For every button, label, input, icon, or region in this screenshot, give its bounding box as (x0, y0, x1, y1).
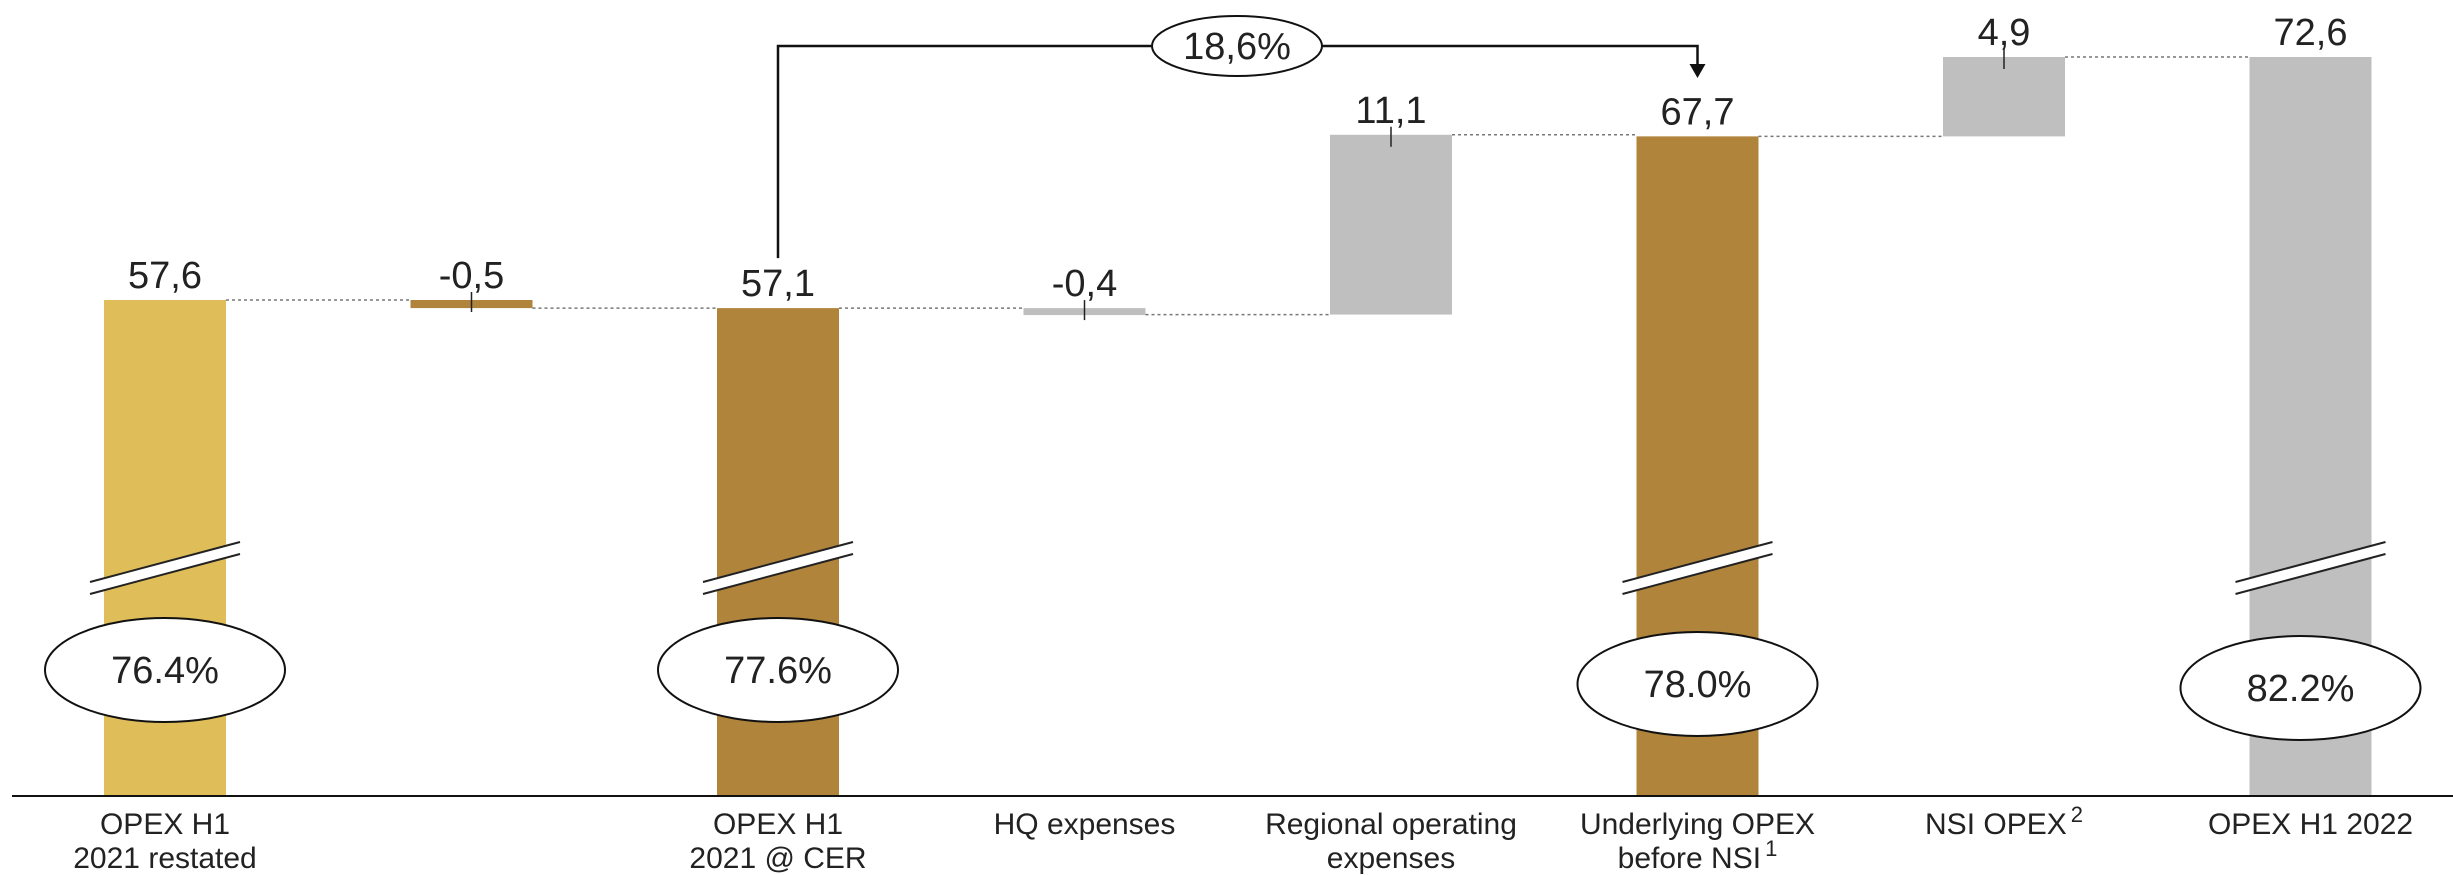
value-label: 57,6 (128, 255, 202, 297)
bar (1330, 134, 1452, 315)
category-label: OPEX H1 2021 @ CER (689, 808, 866, 875)
axis-break-line (89, 541, 241, 583)
ratio-label: 76.4% (111, 650, 219, 692)
category-label: NSI OPEX 2 (1925, 802, 2083, 841)
category-label-line: Regional operating (1265, 808, 1517, 841)
category-label: Underlying OPEX before NSI 1 (1580, 808, 1815, 875)
category-label-line: OPEX H1 (100, 808, 230, 841)
category-label-line: OPEX H1 2022 (2208, 808, 2413, 841)
value-label: -0,4 (1052, 263, 1117, 305)
ratio-ellipse (657, 617, 899, 723)
axis-break-gap (703, 542, 853, 594)
bar (1943, 57, 2065, 137)
category-footnote: 1 (1765, 836, 1777, 861)
value-label: 11,1 (1355, 90, 1426, 132)
ratio-ellipse (44, 617, 286, 723)
value-label: 67,7 (1661, 91, 1735, 133)
category-label-line: NSI OPEX (1925, 808, 2067, 841)
category-label-line: 2021 restated (73, 842, 256, 875)
value-label: -0,5 (439, 255, 504, 297)
category-footnote: 2 (2071, 802, 2083, 827)
ratio-label: 78.0% (1644, 664, 1752, 706)
axis-break-line (2235, 553, 2386, 595)
ratio-label: 77.6% (724, 650, 832, 692)
axis-break-gap (1622, 542, 1773, 594)
category-label-line: 2021 @ CER (689, 842, 866, 875)
value-label: 4,9 (1978, 12, 2031, 54)
category-label-line: OPEX H1 (713, 808, 843, 841)
axis-break-line (2235, 541, 2386, 583)
axis-break-line (1622, 553, 1773, 595)
axis-break-line (702, 541, 854, 583)
ratio-ellipse (2179, 635, 2422, 741)
category-label-line: before NSI (1618, 842, 1761, 875)
axis-break-gap (90, 542, 240, 594)
category-label: HQ expenses (994, 808, 1176, 841)
category-label-line: HQ expenses (994, 808, 1176, 841)
growth-label: 18,6% (1183, 26, 1291, 68)
ratio-ellipse (1576, 631, 1819, 737)
axis-break-line (89, 553, 241, 595)
growth-ellipse (1151, 15, 1323, 77)
growth-bracket (776, 44, 1699, 259)
category-label: OPEX H1 2021 restated (73, 808, 256, 875)
growth-arrowhead (1689, 64, 1706, 78)
category-label: Regional operating expenses (1265, 808, 1517, 875)
axis-break-line (702, 553, 854, 595)
value-label: 72,6 (2274, 12, 2348, 54)
axis-break-gap (2235, 542, 2386, 594)
axis-break-line (1622, 541, 1773, 583)
ratio-label: 82.2% (2247, 668, 2355, 710)
category-label: OPEX H1 2022 (2208, 808, 2413, 841)
value-label: 57,1 (741, 263, 815, 305)
category-label-line: expenses (1327, 842, 1455, 875)
category-label-line: Underlying OPEX (1580, 808, 1815, 841)
